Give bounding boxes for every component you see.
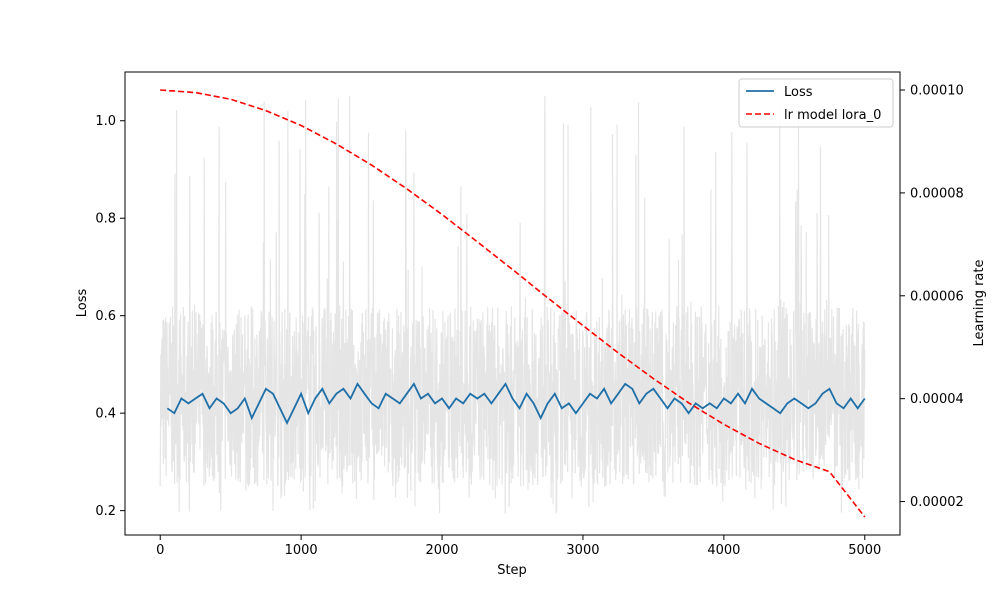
y-right-tick-label: 0.00004 — [910, 392, 964, 407]
series-line-1 — [160, 89, 866, 518]
y-axis-right: 0.00002 0.00004 0.00006 0.00008 0.00010 — [900, 84, 964, 510]
legend: Loss lr model lora_0 — [738, 78, 894, 128]
y-right-tick-label: 0.00010 — [910, 84, 964, 99]
y-left-tick-label: 0.4 — [95, 407, 116, 422]
y-right-tick-label: 0.00006 — [910, 289, 964, 304]
x-axis: 0 1000 2000 3000 4000 5000 — [156, 535, 881, 558]
y-left-tick-label: 0.8 — [95, 212, 116, 227]
y-axis-left-label: Loss — [75, 289, 90, 318]
legend-box — [738, 78, 894, 128]
y-axis-right-label: Learning rate — [972, 260, 987, 347]
legend-label-loss: Loss — [784, 85, 813, 100]
legend-label-lr: lr model lora_0 — [784, 108, 881, 123]
x-tick-label: 3000 — [566, 543, 599, 558]
x-tick-label: 4000 — [707, 543, 740, 558]
x-tick-label: 5000 — [848, 543, 881, 558]
x-tick-label: 0 — [156, 543, 164, 558]
y-axis-left: 0.2 0.4 0.6 0.8 1.0 — [95, 114, 125, 519]
raw-loss-band — [159, 95, 866, 514]
y-left-tick-label: 0.2 — [95, 504, 116, 519]
series-layer — [160, 89, 866, 518]
x-axis-label: Step — [497, 563, 527, 578]
y-left-tick-label: 0.6 — [95, 309, 116, 324]
raw-loss-trace — [159, 95, 866, 514]
x-tick-label: 2000 — [425, 543, 458, 558]
x-tick-label: 1000 — [285, 543, 318, 558]
y-right-tick-label: 0.00008 — [910, 186, 964, 201]
y-right-tick-label: 0.00002 — [910, 495, 964, 510]
plot-frame — [124, 71, 901, 536]
y-left-tick-label: 1.0 — [95, 114, 116, 129]
series-line-0 — [166, 382, 866, 425]
